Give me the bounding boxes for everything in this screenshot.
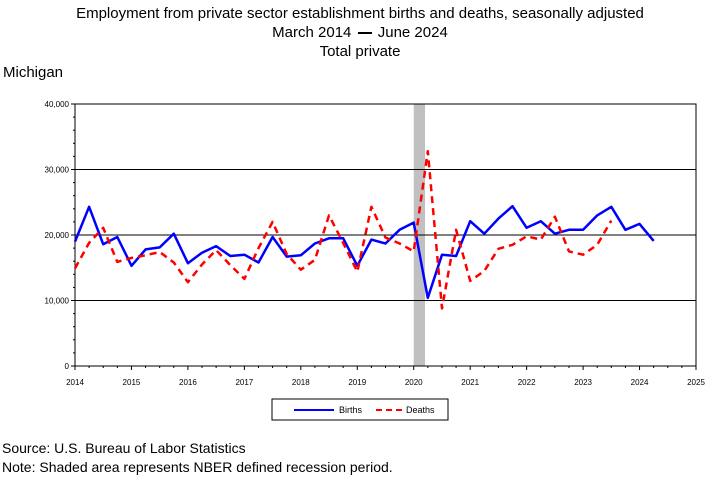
x-tick-label: 2021 <box>461 378 479 387</box>
chart-title: Employment from private sector establish… <box>76 5 644 22</box>
date-range-start: March 2014 <box>272 24 352 41</box>
x-tick-label: 2017 <box>235 378 253 387</box>
date-range-end: June 2024 <box>377 24 448 41</box>
recession-note: Note: Shaded area represents NBER define… <box>2 459 393 475</box>
source-note: Source: U.S. Bureau of Labor Statistics <box>2 440 246 456</box>
y-tick-label: 0 <box>65 362 70 371</box>
series-layer <box>73 149 655 310</box>
legend: Births Deaths <box>271 398 449 421</box>
legend-box <box>271 398 449 421</box>
x-tick-label: 2020 <box>405 378 423 387</box>
y-tick-label: 30,000 <box>45 166 70 175</box>
x-tick-label: 2025 <box>687 378 705 387</box>
y-tick-label: 10,000 <box>45 297 70 306</box>
region-label: Michigan <box>3 64 64 81</box>
chart-date-range: March 2014 June 2024 <box>0 24 720 42</box>
x-tick-label: 2014 <box>66 378 84 387</box>
chart-canvas: 0 10,000 20,000 30,000 40,000 2014 2015 2016 201… <box>45 100 706 421</box>
y-tick-label: 20,000 <box>45 231 70 240</box>
chart-subtitle: Total private <box>319 43 401 60</box>
y-tick-label: 40,000 <box>45 100 70 109</box>
x-tick-label: 2024 <box>631 378 649 387</box>
x-tick-label: 2023 <box>574 378 592 387</box>
legend-births-label: Births <box>339 405 363 415</box>
x-tick-label: 2015 <box>123 378 141 387</box>
x-tick-label: 2019 <box>348 378 366 387</box>
x-tick-label: 2018 <box>292 378 310 387</box>
births-series-line <box>73 204 655 300</box>
grid-layer <box>75 169 696 301</box>
legend-deaths-label: Deaths <box>406 405 435 415</box>
dash-line-icon <box>357 32 372 35</box>
x-tick-label: 2022 <box>518 378 536 387</box>
axis-layer: 0 10,000 20,000 30,000 40,000 2014 2015 2016 201… <box>45 100 706 387</box>
x-tick-label: 2016 <box>179 378 197 387</box>
deaths-series-line <box>73 149 613 310</box>
